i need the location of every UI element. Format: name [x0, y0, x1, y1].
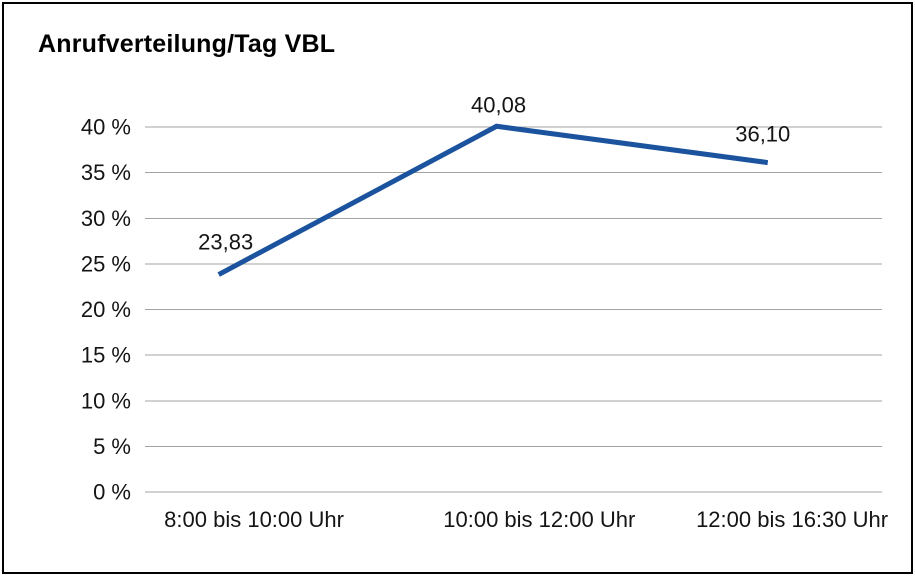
data-point-label: 23,83 — [198, 230, 253, 255]
y-tick-label: 5 % — [93, 434, 131, 459]
y-tick-label: 20 % — [81, 297, 131, 322]
x-axis-label: 8:00 bis 10:00 Uhr — [164, 507, 344, 532]
data-point-label: 36,10 — [735, 122, 790, 147]
x-axis-label: 12:00 bis 16:30 Uhr — [696, 507, 888, 532]
x-axis-label: 10:00 bis 12:00 Uhr — [443, 507, 635, 532]
y-tick-label: 0 % — [93, 480, 131, 505]
y-tick-label: 25 % — [81, 251, 131, 276]
y-tick-label: 10 % — [81, 388, 131, 413]
chart-title: Anrufverteilung/Tag VBL — [38, 30, 336, 58]
data-point-label: 40,08 — [471, 92, 526, 117]
y-tick-label: 35 % — [81, 160, 131, 185]
y-tick-label: 40 % — [81, 115, 131, 140]
data-series-line — [217, 123, 769, 277]
y-tick-label: 15 % — [81, 343, 131, 368]
y-tick-label: 30 % — [81, 206, 131, 231]
